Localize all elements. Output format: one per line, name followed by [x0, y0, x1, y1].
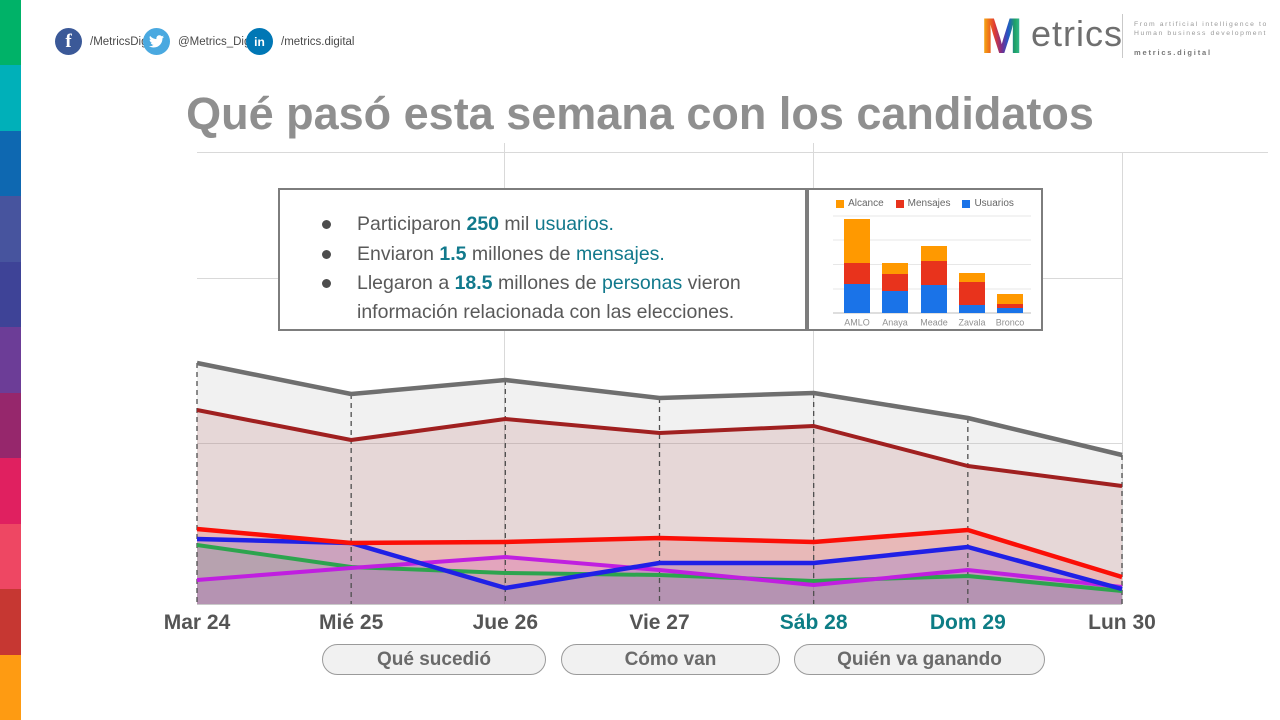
bar-anaya-mensajes	[882, 274, 908, 291]
bar-bronco-usuarios	[997, 308, 1023, 313]
bar-zavala-mensajes	[959, 282, 985, 305]
legend-label: Alcance	[848, 198, 884, 209]
legend-swatch-usuarios	[962, 199, 971, 208]
stripe-segment	[0, 327, 21, 393]
series-line-gray	[196, 360, 1123, 458]
page-title: Qué pasó esta semana con los candidatos	[186, 88, 1094, 139]
logo-tagline: From artificial intelligence to Human bu…	[1134, 20, 1268, 57]
legend-item-mensajes: Mensajes	[895, 198, 951, 209]
metrics-m-icon: M	[983, 13, 1023, 55]
area-fill-blue	[197, 539, 1122, 604]
bar-bronco-alcance	[997, 294, 1023, 304]
tagline-line1: From artificial intelligence to	[1134, 21, 1268, 28]
logo-separator	[1122, 14, 1123, 58]
stripe-segment	[0, 261, 21, 328]
bar-category-label: Bronco	[996, 318, 1025, 328]
stripe-segment	[0, 654, 21, 720]
twitter-icon	[143, 28, 170, 55]
brand-color-stripe	[0, 0, 21, 720]
day-label-dom-29: Dom 29	[929, 611, 1006, 634]
bar-anaya-usuarios	[882, 291, 908, 313]
series-line-green	[196, 543, 1123, 593]
series-line-dark-red	[196, 408, 1123, 488]
stripe-segment	[0, 65, 21, 131]
area-fill-red	[197, 529, 1122, 604]
bar-meade-alcance	[921, 246, 947, 261]
stripe-segment	[0, 458, 21, 524]
area-fill-green	[197, 545, 1122, 604]
bar-meade-mensajes	[921, 261, 947, 285]
bullet-item-1: Participaron 250 mil usuarios.	[322, 210, 795, 239]
social-twitter[interactable]: @Metrics_Digital	[143, 28, 265, 55]
bullet-item-2: Enviaron 1.5 millones de mensajes.	[322, 240, 795, 269]
bar-chart-legend: Alcance Mensajes Usuarios	[809, 198, 1041, 209]
stripe-segment	[0, 0, 21, 66]
bar-category-label: AMLO	[844, 318, 870, 328]
stripe-segment	[0, 589, 21, 655]
legend-label: Mensajes	[907, 198, 951, 209]
bar-zavala-alcance	[959, 273, 985, 282]
day-label-mar-24: Mar 24	[163, 611, 231, 634]
chart-baseline	[197, 604, 1122, 605]
series-line-red	[196, 526, 1123, 580]
bar-amlo-alcance	[844, 219, 870, 263]
bullet-text: Llegaron a 18.5 millones de personas vie…	[357, 272, 741, 323]
candidates-bar-panel: Alcance Mensajes Usuarios AMLO Anaya Meade Za…	[807, 188, 1043, 331]
day-label-s-b-28: Sáb 28	[779, 611, 848, 634]
bullet-item-3: Llegaron a 18.5 millones de personas vie…	[322, 269, 795, 326]
legend-swatch-alcance	[836, 199, 845, 208]
gridline-v-right	[1122, 152, 1123, 604]
bar-amlo-usuarios	[844, 284, 870, 313]
series-line-blue	[196, 536, 1123, 592]
social-linkedin[interactable]: in /metrics.digital	[246, 28, 355, 55]
day-label-mi-25: Mié 25	[319, 611, 384, 634]
bullet-text: Participaron 250 mil usuarios.	[357, 213, 614, 235]
tagline-domain: metrics.digital	[1134, 48, 1212, 57]
legend-item-alcance: Alcance	[836, 198, 884, 209]
day-label-vie-27: Vie 27	[629, 611, 690, 634]
legend-label: Usuarios	[974, 198, 1014, 209]
linkedin-icon: in	[246, 28, 273, 55]
bar-category-label: Anaya	[882, 318, 908, 328]
stripe-segment	[0, 196, 21, 262]
candidates-stacked-bar-chart: AMLO Anaya Meade Zavala Bronco	[833, 215, 1031, 328]
series-line-magenta	[196, 555, 1123, 589]
svg-text:M: M	[983, 13, 1023, 55]
twitter-handle: @Metrics_Digital	[178, 35, 266, 48]
metrics-logo-text: etrics	[1031, 13, 1124, 54]
bar-amlo-mensajes	[844, 263, 870, 284]
stripe-segment	[0, 130, 21, 197]
day-label-jue-26: Jue 26	[472, 611, 539, 634]
linkedin-handle: /metrics.digital	[281, 35, 355, 48]
nav-button-c-mo-van[interactable]: Cómo van	[561, 644, 780, 675]
legend-item-usuarios: Usuarios	[962, 198, 1014, 209]
area-fill-dark-red	[197, 410, 1122, 604]
bullet-text: Enviaron 1.5 millones de mensajes.	[357, 242, 665, 265]
summary-bullet-list: Participaron 250 mil usuarios. Enviaron 1…	[322, 210, 795, 326]
metrics-logo: M etrics	[983, 13, 1123, 55]
bar-meade-usuarios	[921, 285, 947, 313]
legend-swatch-mensajes	[895, 199, 904, 208]
bar-bronco-mensajes	[997, 304, 1023, 308]
day-label-lun-30: Lun 30	[1088, 611, 1156, 634]
bullet-dot	[322, 279, 331, 288]
bullet-dot	[322, 220, 331, 229]
bar-category-label: Meade	[920, 318, 948, 328]
bar-category-label: Zavala	[958, 318, 985, 328]
bullet-dot	[322, 249, 331, 259]
gridline-h-top	[197, 152, 1268, 153]
bar-anaya-alcance	[882, 263, 908, 274]
summary-callout-box: Participaron 250 mil usuarios. Enviaron 1…	[278, 188, 807, 331]
nav-button-qu-sucedi[interactable]: Qué sucedió	[322, 644, 546, 675]
area-fill-magenta	[197, 557, 1122, 604]
stripe-segment	[0, 392, 21, 459]
nav-button-qui-n-va-ganando[interactable]: Quién va ganando	[794, 644, 1045, 675]
stripe-segment	[0, 523, 21, 590]
gridline-h-mid2	[197, 443, 1122, 444]
area-fill-gray	[197, 363, 1122, 604]
facebook-icon: f	[55, 28, 82, 55]
tagline-line2: Human business development	[1134, 30, 1268, 37]
bar-zavala-usuarios	[959, 305, 985, 313]
